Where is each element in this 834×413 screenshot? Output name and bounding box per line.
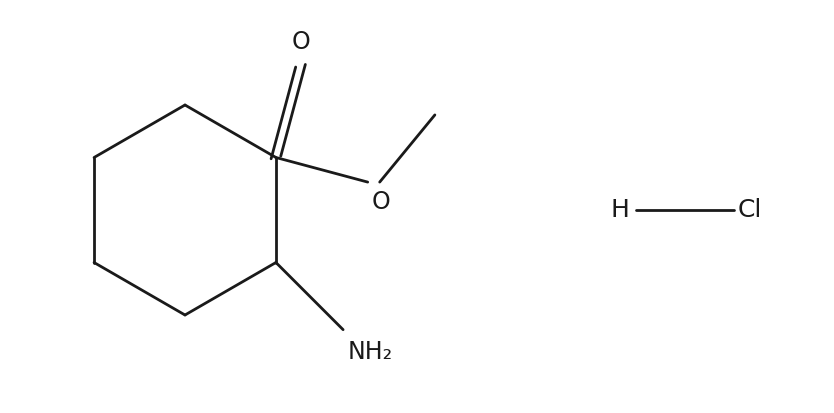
Text: Cl: Cl: [738, 198, 762, 222]
Text: O: O: [291, 30, 310, 54]
Text: O: O: [372, 190, 390, 214]
Text: H: H: [610, 198, 630, 222]
Text: NH₂: NH₂: [348, 339, 394, 364]
